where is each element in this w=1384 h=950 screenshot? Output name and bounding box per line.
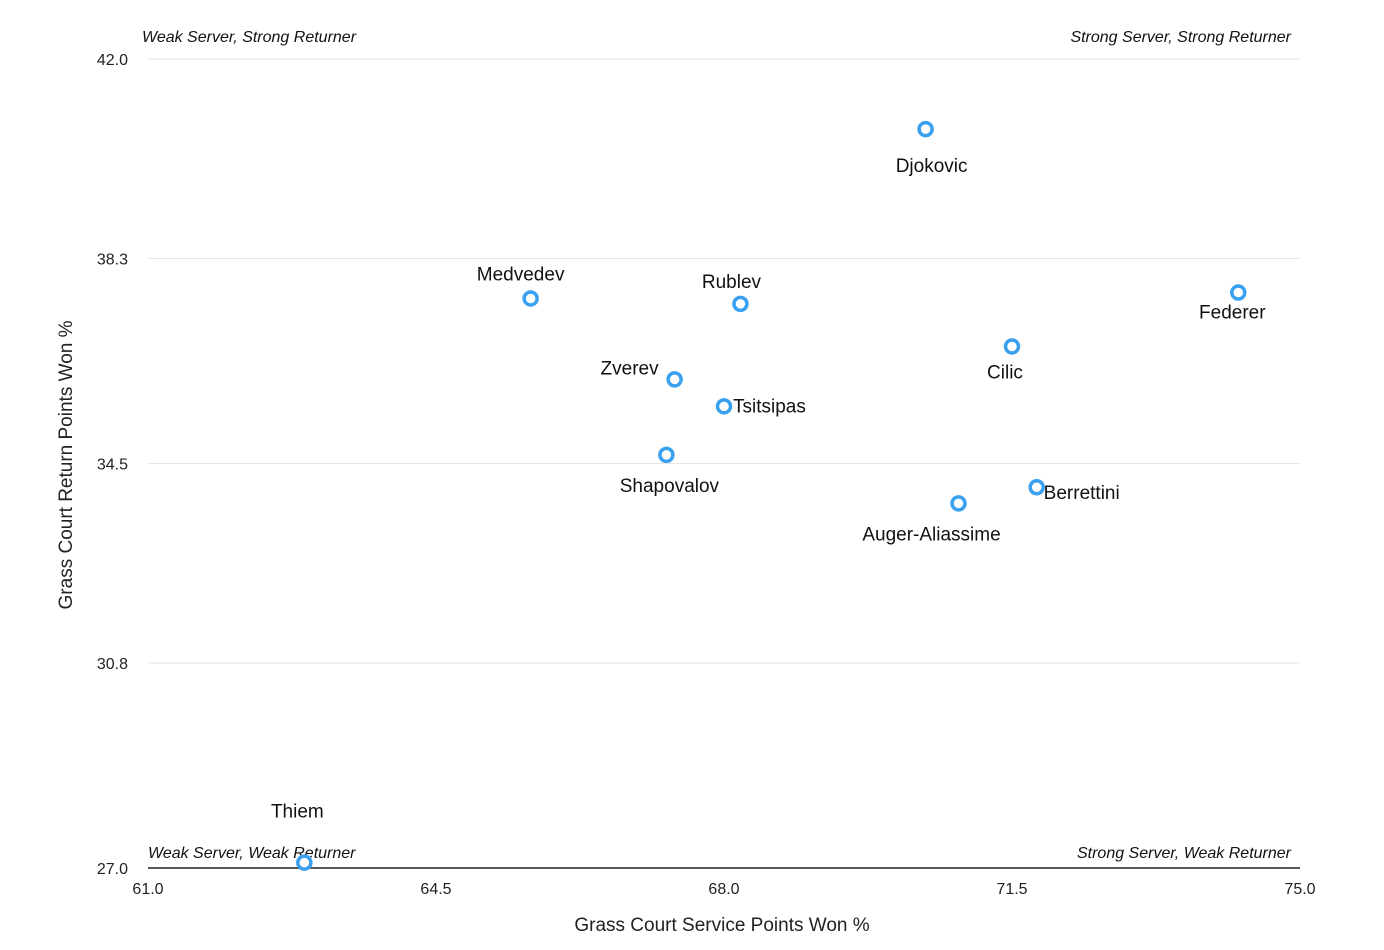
- point-labels: Djokovic Medvedev Rublev Federer Cilic Zverev…: [271, 156, 1266, 822]
- x-tick-labels: 61.0 64.5 68.0 71.5 75.0: [132, 881, 1315, 898]
- data-point-auger-aliassime[interactable]: [950, 495, 967, 512]
- point-label-shapovalov: Shapovalov: [620, 476, 720, 497]
- x-tick-label: 64.5: [420, 881, 451, 898]
- point-label-zverev: Zverev: [601, 358, 660, 379]
- data-point-medvedev[interactable]: [522, 290, 539, 307]
- data-point-federer[interactable]: [1230, 284, 1247, 301]
- point-label-tsitsipas: Tsitsipas: [733, 396, 806, 417]
- point-label-berrettini: Berrettini: [1044, 483, 1120, 504]
- point-label-rublev: Rublev: [702, 272, 762, 293]
- data-point-shapovalov[interactable]: [658, 446, 675, 464]
- point-label-auger-aliassime: Auger-Aliassime: [862, 524, 1000, 545]
- data-point-djokovic[interactable]: [917, 120, 934, 138]
- data-points: [296, 120, 1247, 871]
- x-tick-label: 68.0: [708, 881, 739, 898]
- x-axis-title: Grass Court Service Points Won %: [574, 915, 869, 936]
- y-tick-label: 34.5: [97, 457, 128, 474]
- quadrant-label-bottom-left: Weak Server, Weak Returner: [148, 845, 356, 862]
- x-tick-label: 71.5: [996, 881, 1027, 898]
- data-point-thiem[interactable]: [296, 854, 313, 871]
- point-label-cilic: Cilic: [987, 362, 1023, 383]
- data-point-berrettini[interactable]: [1028, 478, 1045, 496]
- quadrant-label-bottom-right: Strong Server, Weak Returner: [1077, 845, 1292, 862]
- x-tick-label: 61.0: [132, 881, 163, 898]
- x-tick-label: 75.0: [1284, 881, 1315, 898]
- y-tick-label: 30.8: [97, 656, 128, 673]
- point-label-djokovic: Djokovic: [896, 156, 968, 177]
- gridlines: [148, 58, 1300, 664]
- y-axis-title: Grass Court Return Points Won %: [56, 320, 77, 609]
- y-tick-labels: 42.0 38.3 34.5 30.8 27.0: [97, 52, 128, 878]
- y-tick-label: 27.0: [97, 861, 128, 878]
- data-point-tsitsipas[interactable]: [715, 398, 733, 415]
- data-point-zverev[interactable]: [666, 371, 683, 388]
- point-label-medvedev: Medvedev: [477, 264, 565, 285]
- y-tick-label: 38.3: [97, 252, 128, 269]
- quadrant-label-top-right: Strong Server, Strong Returner: [1070, 29, 1291, 46]
- quadrant-label-top-left: Weak Server, Strong Returner: [142, 29, 357, 46]
- y-tick-label: 42.0: [97, 52, 128, 69]
- data-point-cilic[interactable]: [1003, 338, 1021, 355]
- point-label-federer: Federer: [1199, 303, 1266, 324]
- point-label-thiem: Thiem: [271, 802, 324, 823]
- data-point-rublev[interactable]: [732, 295, 749, 313]
